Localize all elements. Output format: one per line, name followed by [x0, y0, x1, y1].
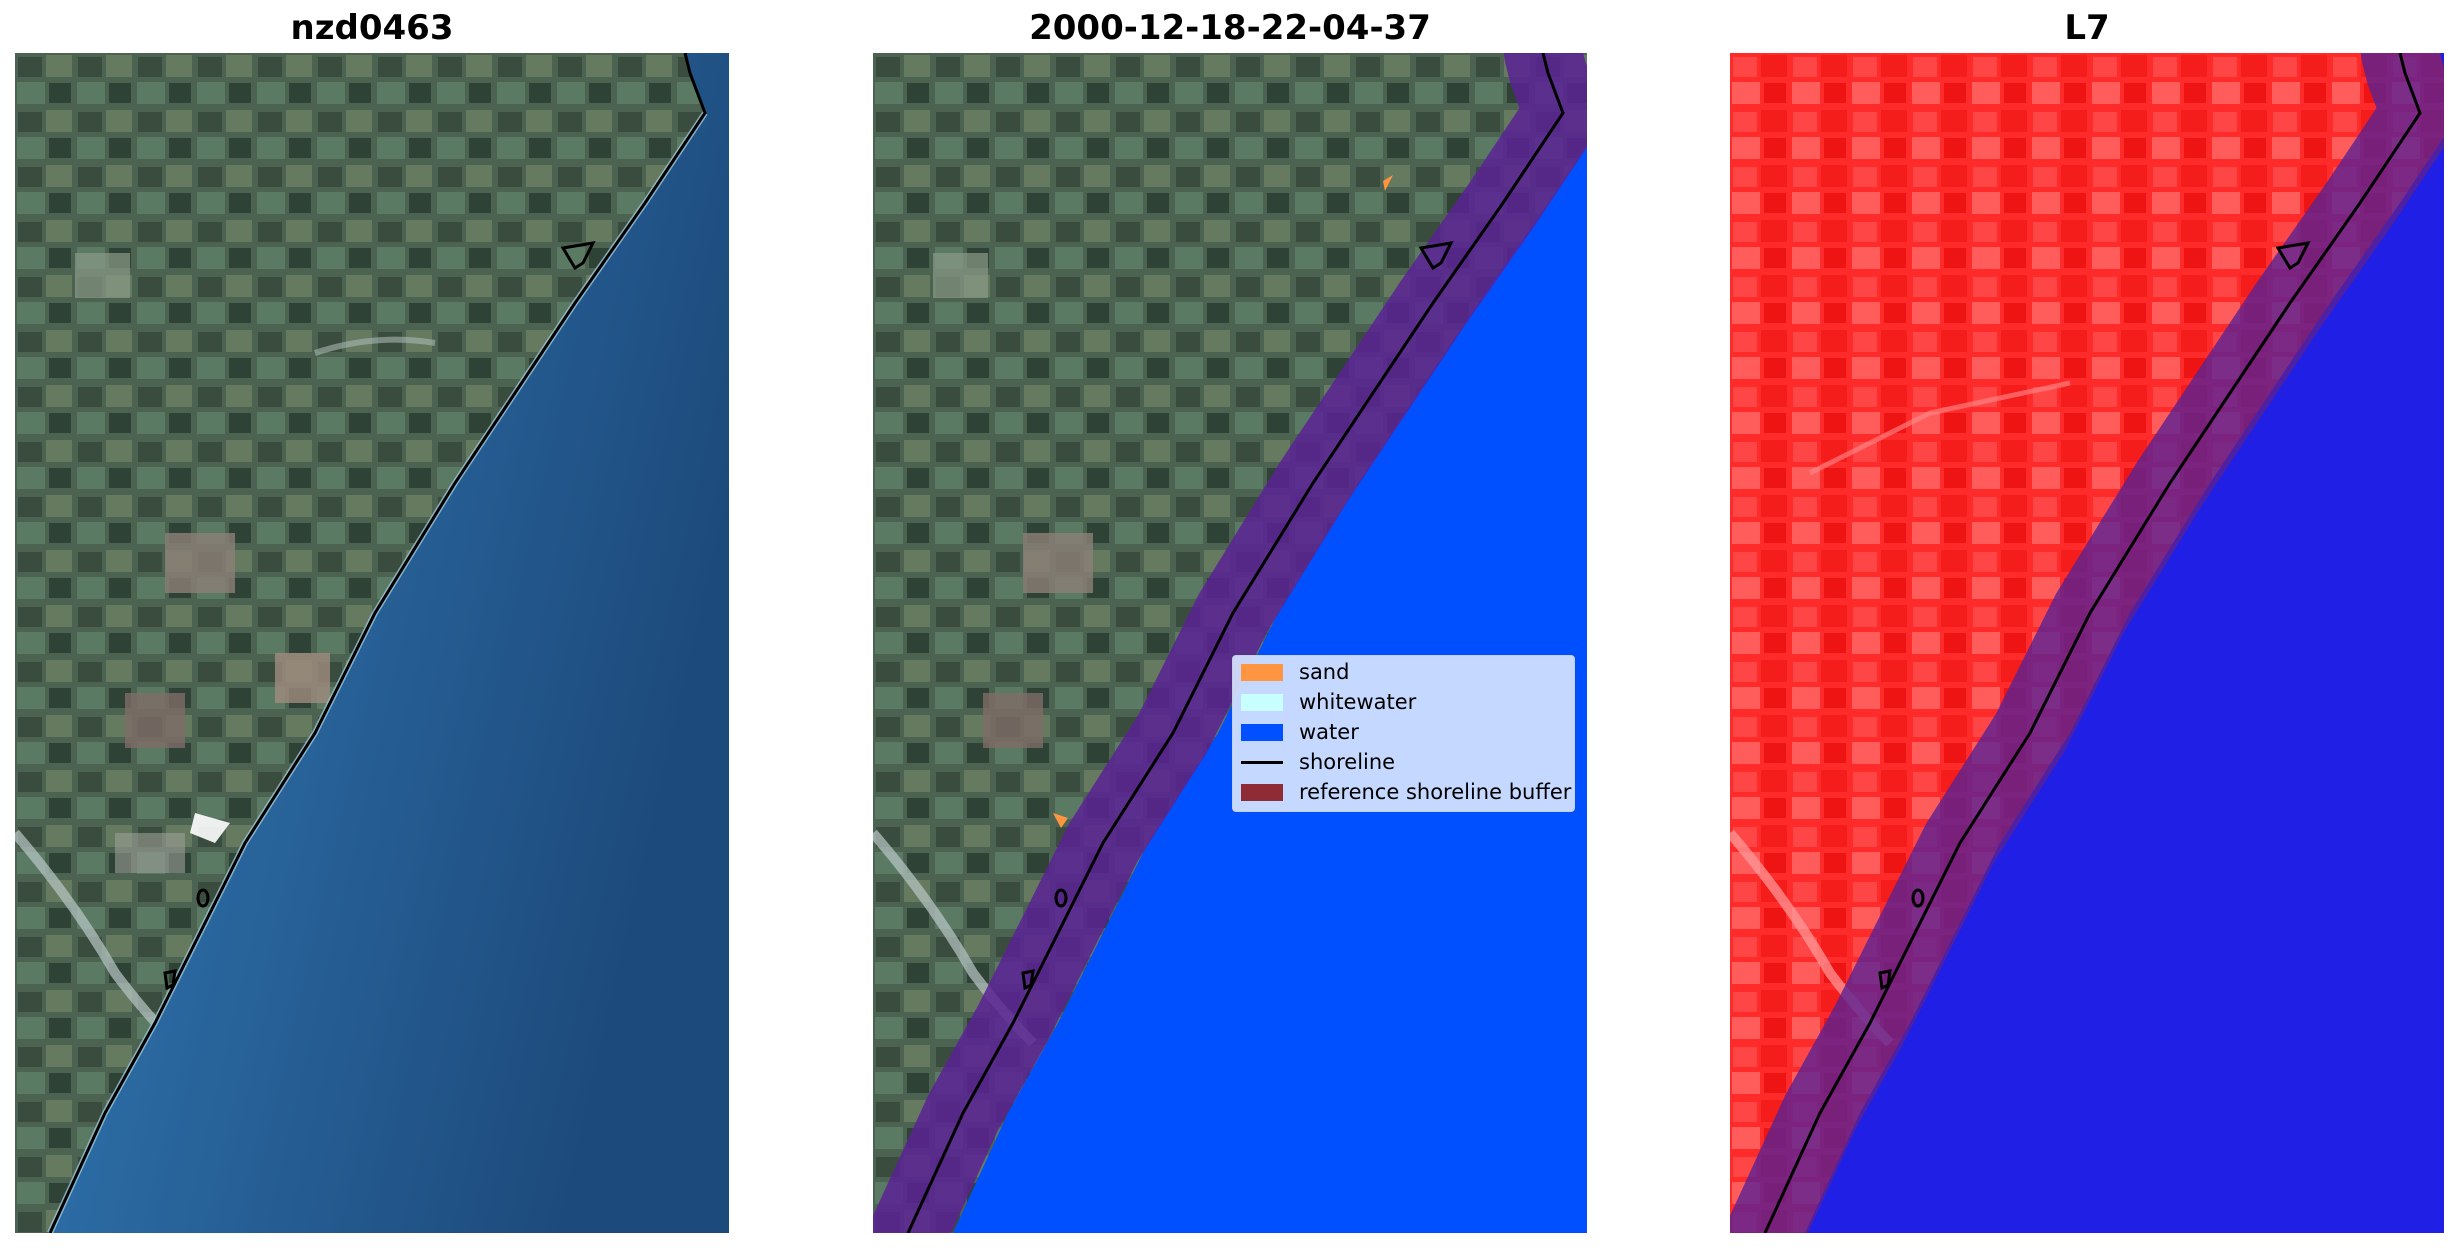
- legend-entry-reference-buffer: reference shoreline buffer: [1241, 779, 1571, 805]
- shoreline-rgb: [48, 53, 707, 1233]
- legend-label-sand: sand: [1299, 660, 1350, 684]
- index-image-panel: [1730, 53, 2444, 1233]
- classified-image: [873, 53, 1587, 1233]
- classified-image-panel: [873, 53, 1587, 1233]
- rgb-image: [15, 53, 729, 1233]
- shoreline-index: [1763, 53, 2422, 1233]
- legend: sand whitewater water shoreline referenc…: [1232, 655, 1575, 812]
- legend-swatch-whitewater: [1241, 693, 1283, 711]
- legend-entry-sand: sand: [1241, 659, 1349, 685]
- shoreline-classified: [906, 53, 1565, 1233]
- legend-label-reference-buffer: reference shoreline buffer: [1299, 780, 1572, 804]
- index-image: [1730, 53, 2444, 1233]
- panel-title-classified: 2000-12-18-22-04-37: [1029, 8, 1431, 48]
- legend-label-whitewater: whitewater: [1299, 690, 1417, 714]
- legend-entry-shoreline: shoreline: [1241, 749, 1395, 775]
- legend-entry-whitewater: whitewater: [1241, 689, 1416, 715]
- rgb-image-panel: [15, 53, 729, 1233]
- panel-title-rgb: nzd0463: [290, 8, 454, 48]
- legend-entry-water: water: [1241, 719, 1359, 745]
- legend-swatch-reference-buffer: [1241, 783, 1283, 801]
- legend-line-shoreline: [1241, 760, 1283, 764]
- legend-swatch-water: [1241, 723, 1283, 741]
- panel-title-index: L7: [2064, 8, 2110, 48]
- legend-label-shoreline: shoreline: [1299, 750, 1396, 774]
- legend-label-water: water: [1299, 720, 1359, 744]
- legend-swatch-sand: [1241, 663, 1283, 681]
